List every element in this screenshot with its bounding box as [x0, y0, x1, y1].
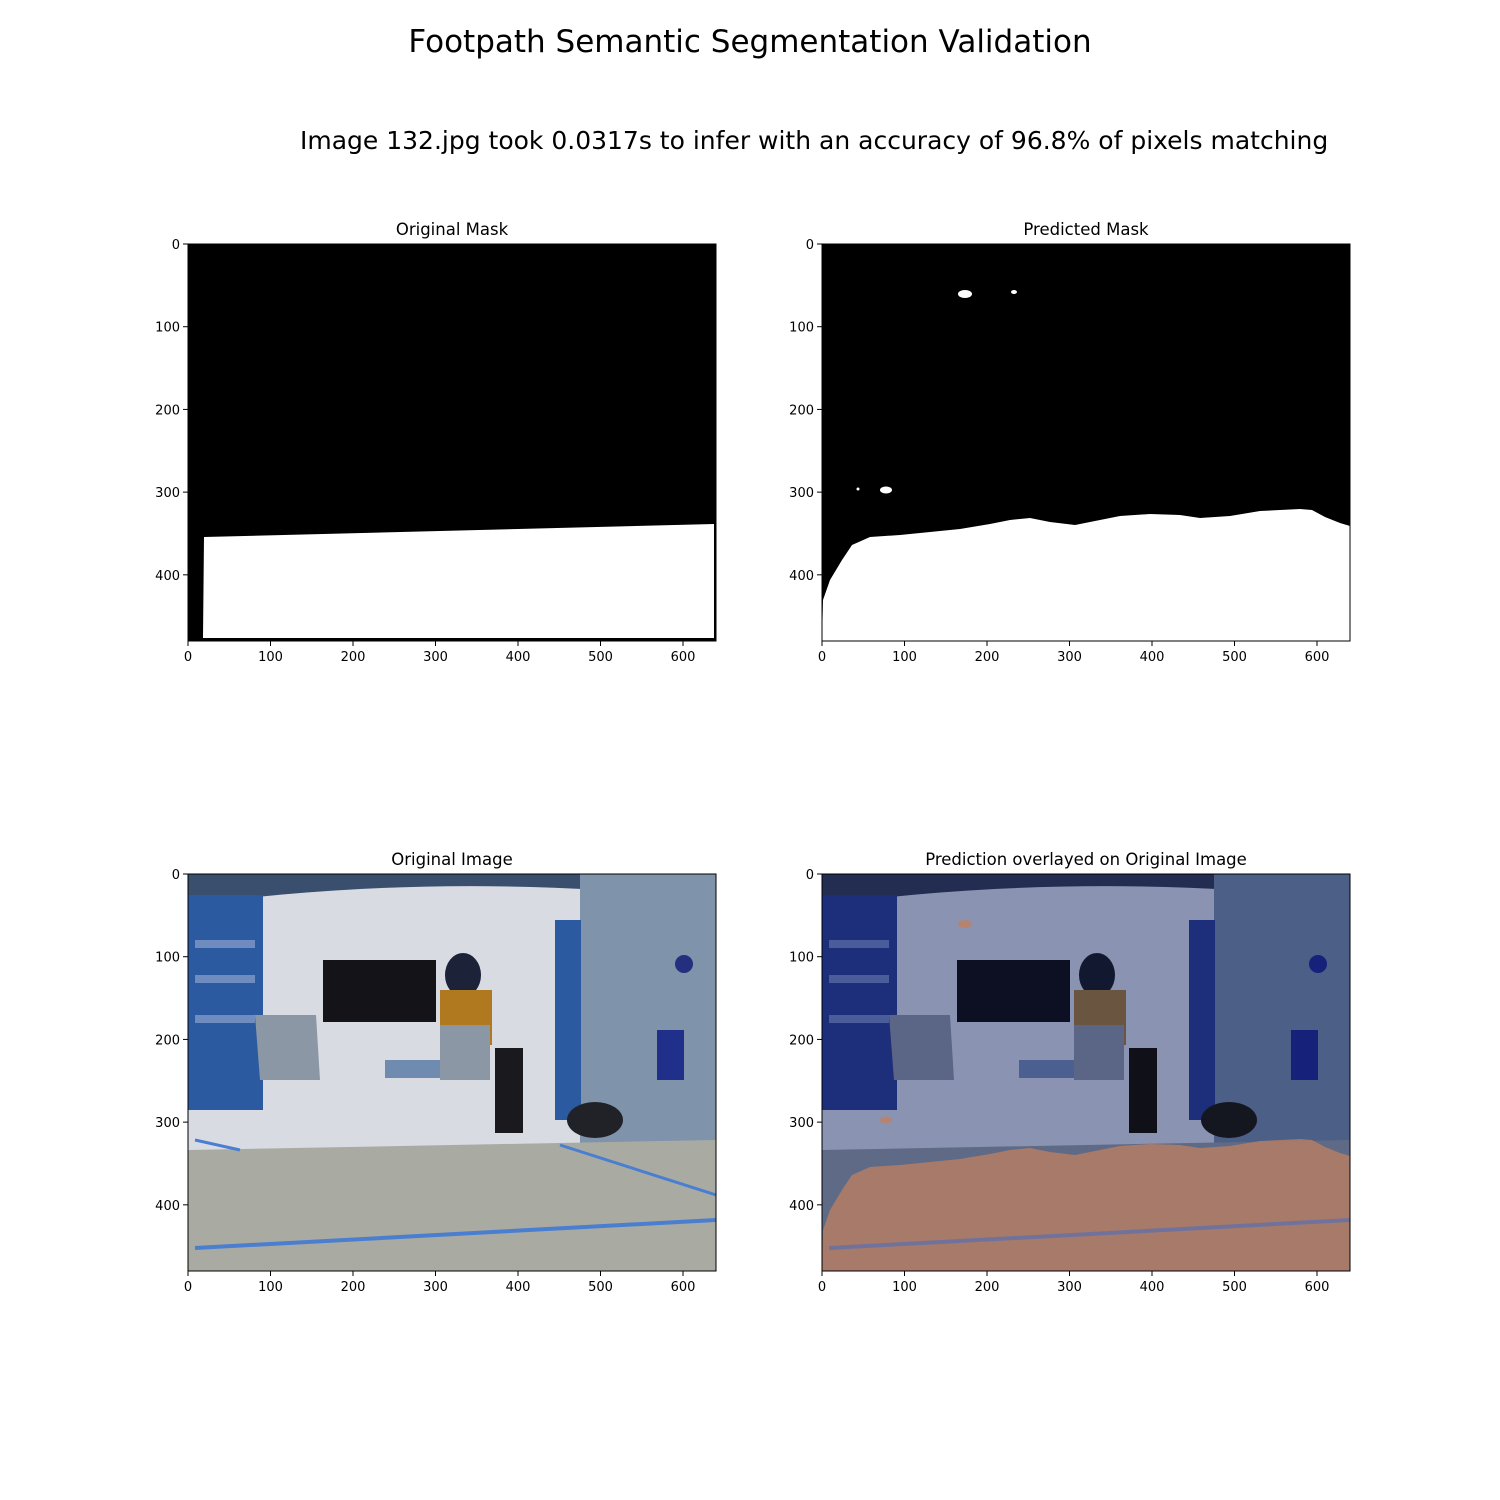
- y-tick-label: 300: [155, 1116, 180, 1131]
- x-tick-label: 600: [671, 650, 696, 665]
- predicted-mask-image: [822, 244, 1350, 641]
- panel-title-overlay: Prediction overlayed on Original Image: [925, 850, 1247, 869]
- y-tick-label: 0: [172, 238, 180, 253]
- x-tick-label: 0: [184, 1280, 192, 1295]
- axes-frame-original-mask: [187, 243, 717, 642]
- y-tick-label: 300: [789, 1116, 814, 1131]
- y-tick-label: 300: [155, 486, 180, 501]
- original-image-scene: [188, 874, 716, 1271]
- y-tick-label: 200: [155, 1033, 180, 1048]
- axes-frame-overlay: [821, 873, 1351, 1272]
- figure-subtitle: Image 132.jpg took 0.0317s to infer with…: [300, 126, 1329, 155]
- y-tick-label: 100: [789, 321, 814, 336]
- x-tick-label: 0: [184, 650, 192, 665]
- figure-title: Footpath Semantic Segmentation Validatio…: [408, 24, 1092, 60]
- panel-title-original-image: Original Image: [391, 850, 513, 869]
- y-tick-label: 100: [155, 951, 180, 966]
- y-tick-label: 400: [789, 1199, 814, 1214]
- x-tick-label: 400: [506, 650, 531, 665]
- x-tick-label: 300: [1057, 1280, 1082, 1295]
- axes-frame-predicted-mask: [821, 243, 1351, 642]
- x-tick-label: 0: [818, 1280, 826, 1295]
- x-tick-label: 500: [1222, 650, 1247, 665]
- x-tick-label: 500: [588, 1280, 613, 1295]
- y-tick-label: 400: [155, 1199, 180, 1214]
- y-tick-label: 100: [789, 951, 814, 966]
- x-tick-label: 0: [818, 650, 826, 665]
- x-tick-label: 600: [1305, 650, 1330, 665]
- x-tick-label: 400: [1140, 1280, 1165, 1295]
- y-tick-label: 200: [155, 403, 180, 418]
- x-tick-label: 600: [671, 1280, 696, 1295]
- panel-title-original-mask: Original Mask: [395, 220, 509, 239]
- x-tick-label: 400: [506, 1280, 531, 1295]
- panel-title-predicted-mask: Predicted Mask: [1023, 220, 1149, 239]
- x-tick-label: 200: [975, 650, 1000, 665]
- x-tick-label: 300: [423, 1280, 448, 1295]
- original-mask-image: [188, 244, 716, 641]
- x-tick-label: 100: [258, 650, 283, 665]
- x-tick-label: 300: [423, 650, 448, 665]
- x-tick-label: 600: [1305, 1280, 1330, 1295]
- x-tick-label: 200: [975, 1280, 1000, 1295]
- x-tick-label: 300: [1057, 650, 1082, 665]
- y-tick-label: 0: [806, 868, 814, 883]
- x-tick-label: 400: [1140, 650, 1165, 665]
- axes-frame-original-image: [187, 873, 717, 1272]
- y-tick-label: 0: [806, 238, 814, 253]
- y-tick-label: 200: [789, 403, 814, 418]
- x-tick-label: 200: [341, 650, 366, 665]
- y-tick-label: 200: [789, 1033, 814, 1048]
- y-tick-label: 400: [789, 569, 814, 584]
- x-tick-label: 500: [1222, 1280, 1247, 1295]
- overlay-image-scene: [822, 874, 1350, 1271]
- y-tick-label: 400: [155, 569, 180, 584]
- y-tick-label: 300: [789, 486, 814, 501]
- x-tick-label: 100: [892, 1280, 917, 1295]
- x-tick-label: 500: [588, 650, 613, 665]
- x-tick-label: 100: [892, 650, 917, 665]
- y-tick-label: 100: [155, 321, 180, 336]
- x-tick-label: 200: [341, 1280, 366, 1295]
- y-tick-label: 0: [172, 868, 180, 883]
- x-tick-label: 100: [258, 1280, 283, 1295]
